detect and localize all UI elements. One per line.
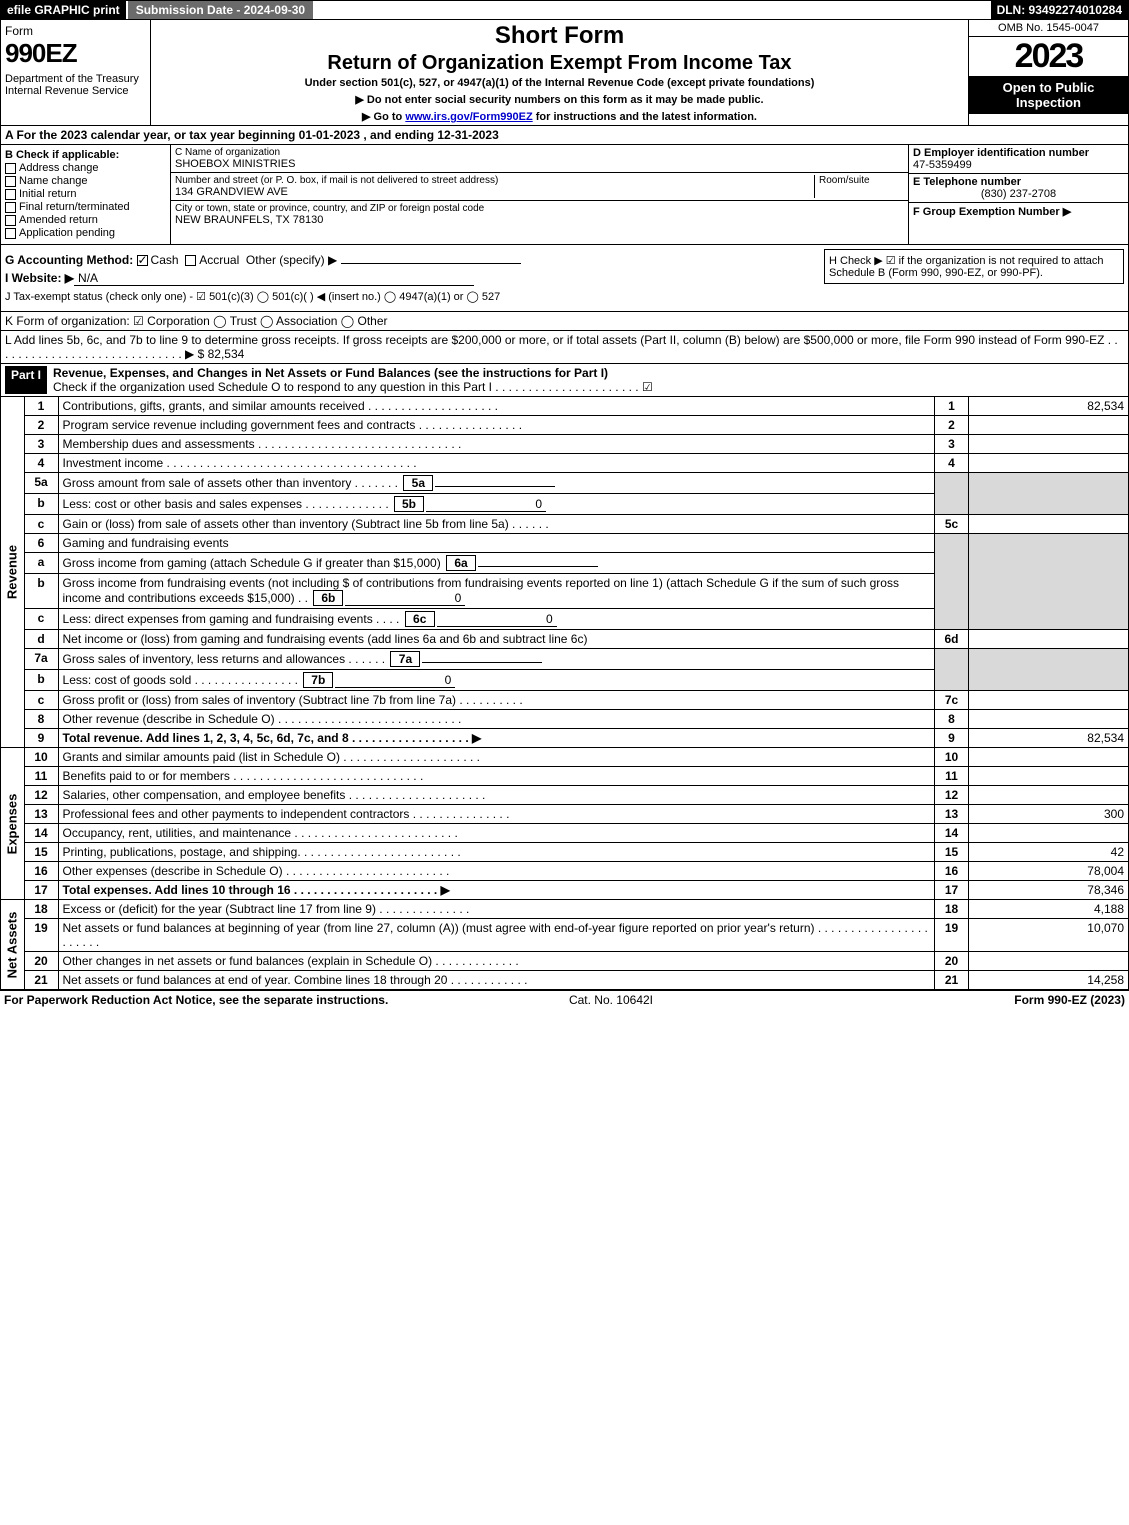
footer-cat: Cat. No. 10642I <box>569 993 653 1007</box>
instr2-pre: ▶ Go to <box>362 111 405 123</box>
expenses-table: 10Grants and similar amounts paid (list … <box>24 748 1129 900</box>
c-city-label: City or town, state or province, country… <box>175 203 904 214</box>
section-h: H Check ▶ ☑ if the organization is not r… <box>824 249 1124 284</box>
netassets-table: 18Excess or (deficit) for the year (Subt… <box>24 900 1129 990</box>
e-phone-label: E Telephone number <box>913 176 1124 188</box>
dept-label: Department of the Treasury Internal Reve… <box>5 73 146 97</box>
part1-title: Revenue, Expenses, and Changes in Net As… <box>53 366 608 380</box>
header-left: Form 990EZ Department of the Treasury In… <box>1 20 151 125</box>
dln-label: DLN: 93492274010284 <box>991 1 1128 19</box>
form-word: Form <box>5 24 146 38</box>
d-ein-label: D Employer identification number <box>913 147 1124 159</box>
expenses-side-label: Expenses <box>0 748 24 900</box>
org-city: NEW BRAUNFELS, TX 78130 <box>175 214 904 226</box>
c-addr-label: Number and street (or P. O. box, if mail… <box>175 175 814 186</box>
misc-section: H Check ▶ ☑ if the organization is not r… <box>0 245 1129 312</box>
phone-value: (830) 237-2708 <box>913 188 1124 200</box>
section-k: K Form of organization: ☑ Corporation ◯ … <box>0 312 1129 331</box>
subtitle: Under section 501(c), 527, or 4947(a)(1)… <box>157 77 962 89</box>
form-header: Form 990EZ Department of the Treasury In… <box>0 20 1129 126</box>
submission-date: Submission Date - 2024-09-30 <box>128 1 313 19</box>
org-info-grid: B Check if applicable: Address change Na… <box>0 145 1129 245</box>
page-footer: For Paperwork Reduction Act Notice, see … <box>0 990 1129 1009</box>
org-name: SHOEBOX MINISTRIES <box>175 158 904 170</box>
header-right: OMB No. 1545-0047 2023 Open to Public In… <box>968 20 1128 125</box>
form-number: 990EZ <box>5 38 146 69</box>
short-form-title: Short Form <box>157 22 962 50</box>
irs-link[interactable]: www.irs.gov/Form990EZ <box>405 111 532 123</box>
section-b: B Check if applicable: Address change Na… <box>1 145 171 244</box>
b-label: B Check if applicable: <box>5 149 166 161</box>
main-title: Return of Organization Exempt From Incom… <box>157 52 962 75</box>
revenue-section: Revenue 1Contributions, gifts, grants, a… <box>0 397 1129 748</box>
cb-name-change[interactable]: Name change <box>5 175 166 187</box>
cb-accrual[interactable] <box>185 255 196 266</box>
omb-number: OMB No. 1545-0047 <box>969 20 1128 37</box>
cb-address-change[interactable]: Address change <box>5 162 166 174</box>
instruction-2: ▶ Go to www.irs.gov/Form990EZ for instru… <box>157 110 962 123</box>
cb-final-return[interactable]: Final return/terminated <box>5 201 166 213</box>
f-group-label: F Group Exemption Number ▶ <box>913 205 1124 218</box>
open-to-public: Open to Public Inspection <box>969 76 1128 114</box>
website-value: N/A <box>74 271 474 286</box>
gross-receipts: 82,534 <box>208 347 245 361</box>
cb-initial-return[interactable]: Initial return <box>5 188 166 200</box>
instruction-1: ▶ Do not enter social security numbers o… <box>157 93 962 106</box>
footer-left: For Paperwork Reduction Act Notice, see … <box>4 993 388 1007</box>
top-bar: efile GRAPHIC print Submission Date - 20… <box>0 0 1129 20</box>
part1-label: Part I <box>5 366 47 394</box>
header-center: Short Form Return of Organization Exempt… <box>151 20 968 125</box>
room-suite-label: Room/suite <box>814 175 904 198</box>
footer-form: Form 990-EZ (2023) <box>1014 993 1125 1007</box>
section-a: A For the 2023 calendar year, or tax yea… <box>0 126 1129 145</box>
netassets-side-label: Net Assets <box>0 900 24 990</box>
revenue-side-label: Revenue <box>0 397 24 748</box>
part1-check: Check if the organization used Schedule … <box>53 380 653 394</box>
section-l: L Add lines 5b, 6c, and 7b to line 9 to … <box>0 331 1129 364</box>
tax-year: 2023 <box>969 37 1128 76</box>
netassets-section: Net Assets 18Excess or (deficit) for the… <box>0 900 1129 990</box>
revenue-table: 1Contributions, gifts, grants, and simil… <box>24 397 1129 748</box>
right-info-col: D Employer identification number 47-5359… <box>908 145 1128 244</box>
cb-cash[interactable] <box>137 255 148 266</box>
cb-amended-return[interactable]: Amended return <box>5 214 166 226</box>
instr2-post: for instructions and the latest informat… <box>533 111 757 123</box>
part1-header: Part I Revenue, Expenses, and Changes in… <box>0 364 1129 397</box>
cb-application-pending[interactable]: Application pending <box>5 227 166 239</box>
efile-label[interactable]: efile GRAPHIC print <box>1 1 126 19</box>
c-name-label: C Name of organization <box>175 147 904 158</box>
expenses-section: Expenses 10Grants and similar amounts pa… <box>0 748 1129 900</box>
ein-value: 47-5359499 <box>913 159 1124 171</box>
section-c: C Name of organization SHOEBOX MINISTRIE… <box>171 145 908 244</box>
org-address: 134 GRANDVIEW AVE <box>175 186 814 198</box>
section-j: J Tax-exempt status (check only one) - ☑… <box>5 290 1124 303</box>
